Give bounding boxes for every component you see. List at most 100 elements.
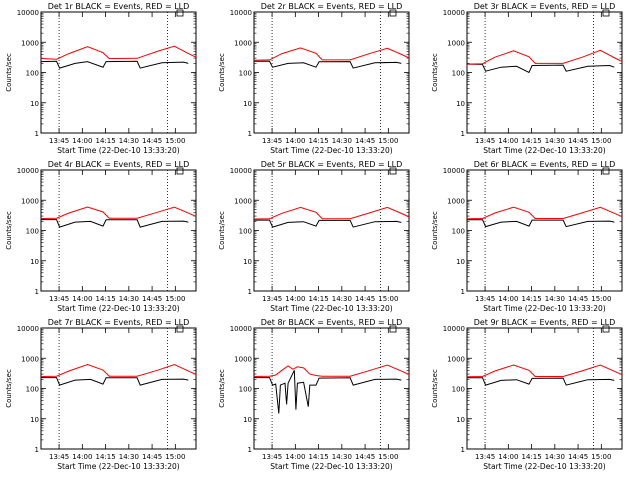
y-tick-label: 1000 [447,355,465,363]
legend-box-icon [176,167,184,175]
y-tick-label: 10000 [17,9,39,17]
x-axis-label: Start Time (22-Dec-10 13:33:20) [57,304,179,313]
x-tick-label: 15:00 [165,137,185,145]
x-tick-label: 13:45 [49,295,69,303]
series-events-line [466,63,615,74]
x-tick-label: 14:15 [521,137,541,145]
series-lld-line [466,49,623,65]
y-tick-label: 10 [243,100,252,108]
y-tick-label: 10000 [17,167,39,175]
series-lld-line [253,206,410,220]
series-lld-line [40,206,197,219]
plot-frame [253,327,410,450]
x-tick-label: 15:00 [591,295,611,303]
plot-frame [40,11,197,134]
x-tick-label: 14:15 [95,453,115,461]
x-tick-label: 14:00 [285,295,305,303]
series-events-line [254,370,402,414]
legend-box-icon [602,325,610,333]
legend-box-icon [389,9,397,17]
y-tick-label: 10 [30,100,39,108]
y-tick-label: 10 [243,416,252,424]
x-axis-label: Start Time (22-Dec-10 13:33:20) [483,304,605,313]
y-tick-label: 10 [30,258,39,266]
chart-panel: Det 7r BLACK = Events, RED = LLD 1 10 100 10… [5,318,197,471]
x-tick-label: 14:00 [72,295,92,303]
y-tick-label: 100 [452,386,465,394]
y-axis-label: Counts/sec [218,211,226,250]
plot-frame [40,327,197,450]
series-events-line [254,60,402,69]
x-tick-label: 14:00 [498,137,518,145]
legend-box-icon [389,325,397,333]
y-axis-label: Counts/sec [431,369,439,408]
chart-title: Det 5r BLACK = Events, RED = LLD [261,160,403,169]
x-tick-label: 14:45 [568,137,588,145]
y-tick-label: 1 [35,446,39,454]
y-tick-label: 10 [456,100,465,108]
plot-frame [466,327,623,450]
x-tick-label: 14:00 [285,453,305,461]
x-tick-label: 14:30 [119,137,139,145]
y-tick-label: 100 [239,228,252,236]
y-tick-label: 1 [461,130,465,138]
plot-frame [466,11,623,134]
x-tick-label: 14:30 [545,295,565,303]
x-tick-label: 14:15 [95,295,115,303]
y-tick-label: 1 [35,130,39,138]
chart-panel: Det 2r BLACK = Events, RED = LLD 1 10 100 10… [218,2,410,155]
legend-box-icon [602,9,610,17]
chart-title: Det 7r BLACK = Events, RED = LLD [48,318,190,327]
y-tick-label: 1000 [234,39,252,47]
y-tick-label: 1000 [234,197,252,205]
x-tick-label: 14:30 [332,137,352,145]
y-tick-label: 100 [26,228,39,236]
series-lld-line [40,45,197,60]
y-tick-label: 1 [461,288,465,296]
x-tick-label: 14:30 [332,453,352,461]
series-lld-line [253,364,410,377]
y-tick-label: 1000 [21,355,39,363]
series-events-line [467,377,615,386]
chart-title: Det 8r BLACK = Events, RED = LLD [261,318,403,327]
y-tick-label: 100 [239,386,252,394]
y-tick-label: 10000 [443,325,465,333]
x-axis-label: Start Time (22-Dec-10 13:33:20) [483,146,605,155]
y-tick-label: 100 [452,70,465,78]
y-axis-label: Counts/sec [218,369,226,408]
x-axis-label: Start Time (22-Dec-10 13:33:20) [57,462,179,471]
legend-box-icon [389,167,397,175]
x-tick-label: 13:45 [262,453,282,461]
legend-box-icon [176,325,184,333]
y-tick-label: 10 [456,258,465,266]
y-tick-label: 1000 [21,197,39,205]
x-tick-label: 14:15 [308,137,328,145]
chart-panel: Det 9r BLACK = Events, RED = LLD 1 10 100 10… [431,318,623,471]
x-tick-label: 14:15 [95,137,115,145]
chart-panel: Det 1r BLACK = Events, RED = LLD 1 10 100 10… [5,2,197,155]
x-tick-label: 14:00 [498,453,518,461]
x-tick-label: 14:30 [545,137,565,145]
y-axis-label: Counts/sec [218,53,226,92]
x-tick-label: 15:00 [165,453,185,461]
chart-panel: Det 4r BLACK = Events, RED = LLD 1 10 100 10… [5,160,197,313]
x-tick-label: 14:00 [72,453,92,461]
series-events-line [41,219,189,228]
y-tick-label: 1 [248,288,252,296]
x-axis-label: Start Time (22-Dec-10 13:33:20) [270,462,392,471]
chart-panel: Det 5r BLACK = Events, RED = LLD 1 10 100 10… [218,160,410,313]
y-tick-label: 100 [452,228,465,236]
y-axis-label: Counts/sec [5,369,13,408]
y-axis-label: Counts/sec [431,53,439,92]
x-tick-label: 14:00 [498,295,518,303]
chart-panel: Det 6r BLACK = Events, RED = LLD 1 10 100 10… [431,160,623,313]
y-tick-label: 1 [35,288,39,296]
x-tick-label: 14:15 [521,295,541,303]
x-axis-label: Start Time (22-Dec-10 13:33:20) [483,462,605,471]
y-tick-label: 10000 [230,9,252,17]
series-lld-line [466,364,623,378]
y-axis-label: Counts/sec [431,211,439,250]
x-tick-label: 14:45 [568,295,588,303]
x-tick-label: 15:00 [591,453,611,461]
